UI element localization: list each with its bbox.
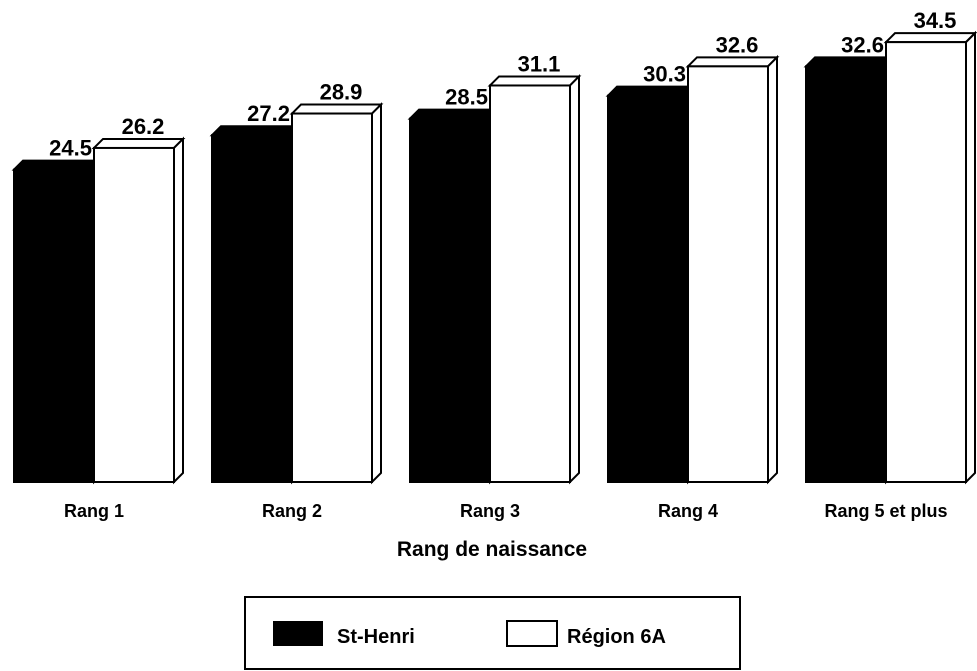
bar-side-face [569, 74, 580, 485]
legend-frame [244, 596, 741, 670]
bar-side-face [965, 30, 976, 485]
bar-region-6a-rang-4 [685, 54, 780, 485]
x-tick-label-rang-5-et-plus: Rang 5 et plus [824, 501, 947, 521]
bar-st-henri-rang-2 [209, 123, 304, 485]
bar-front-face [409, 117, 491, 483]
bar-front-face [489, 84, 571, 483]
x-tick-label-rang-4: Rang 4 [658, 501, 718, 521]
bar-top-face [289, 103, 384, 115]
bar-side-face [767, 54, 778, 485]
bar-top-face [803, 56, 898, 68]
bar-side-face [173, 136, 184, 485]
data-label-st-henri-rang-1: 24.5 [49, 136, 92, 161]
bar-top-face [209, 125, 304, 137]
bar-top-face [11, 159, 106, 171]
data-label-region-6a-rang-4: 32.6 [716, 32, 759, 57]
data-label-region-6a-rang-5-et-plus: 34.5 [914, 8, 957, 33]
bar-top-face [487, 75, 582, 87]
bar-st-henri-rang-1 [11, 158, 106, 485]
bar-front-face [607, 94, 689, 484]
data-label-st-henri-rang-5-et-plus: 32.6 [841, 32, 884, 57]
bar-st-henri-rang-3 [407, 107, 502, 485]
x-axis-title: Rang de naissance [397, 538, 587, 561]
x-tick-label-rang-2: Rang 2 [262, 501, 322, 521]
bar-top-face [685, 56, 780, 68]
legend: St-Henri Région 6A [244, 596, 741, 670]
bar-side-face [371, 102, 382, 485]
bar-front-face [885, 41, 967, 483]
bar-top-face [605, 85, 700, 97]
data-label-region-6a-rang-3: 31.1 [518, 51, 561, 76]
bar-st-henri-rang-4 [605, 84, 700, 485]
bar-front-face [805, 65, 887, 483]
x-tick-label-rang-1: Rang 1 [64, 501, 124, 521]
value-label-layer: 24.5 26.2 27.2 28.9 28.5 31.1 30.3 32.6 32.6 34.5 [49, 8, 956, 161]
bar-region-6a-rang-2 [289, 102, 384, 485]
bar-st-henri-rang-5-et-plus [803, 54, 898, 485]
bar-layer [11, 30, 977, 485]
legend-label-region-6a: Région 6A [567, 626, 666, 648]
legend-label-st-henri: St-Henri [337, 626, 415, 648]
bar-front-face [13, 168, 95, 483]
bar-top-face [883, 32, 977, 44]
data-label-region-6a-rang-2: 28.9 [320, 80, 363, 105]
legend-swatch-region-6a [506, 620, 558, 647]
bar-region-6a-rang-5-et-plus [883, 30, 977, 485]
data-label-st-henri-rang-3: 28.5 [445, 85, 488, 110]
bar-front-face [687, 65, 769, 483]
data-label-st-henri-rang-2: 27.2 [247, 101, 290, 126]
bar-front-face [93, 146, 175, 483]
legend-swatch-st-henri [273, 621, 323, 646]
bar-top-face [407, 108, 502, 120]
data-label-region-6a-rang-1: 26.2 [122, 114, 165, 139]
bar-region-6a-rang-3 [487, 74, 582, 485]
bar-top-face [91, 137, 186, 149]
bar-region-6a-rang-1 [91, 136, 186, 485]
x-tick-layer: Rang 1 Rang 2 Rang 3 Rang 4 Rang 5 et plus [64, 501, 948, 521]
data-label-st-henri-rang-4: 30.3 [643, 62, 686, 87]
x-tick-label-rang-3: Rang 3 [460, 501, 520, 521]
bar-front-face [291, 112, 373, 484]
bar-front-face [211, 134, 293, 483]
